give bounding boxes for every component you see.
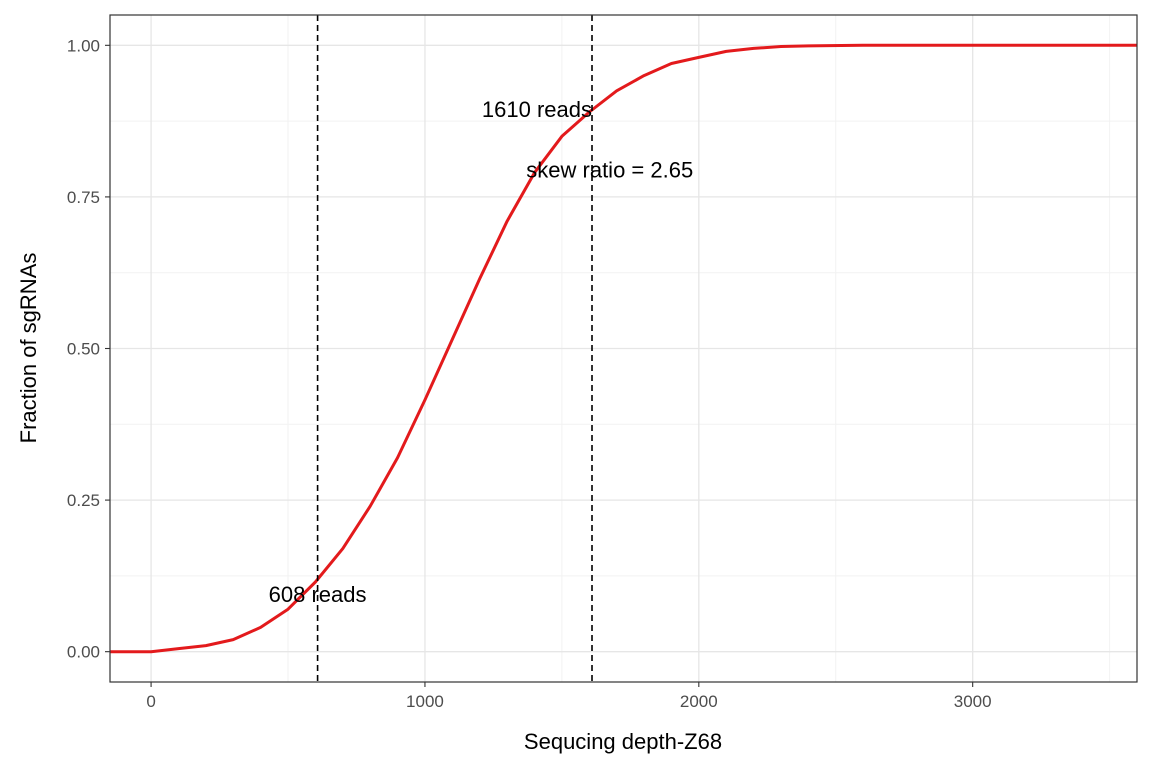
annotation-label: skew ratio = 2.65 — [526, 158, 693, 183]
y-tick-label: 0.25 — [67, 491, 100, 510]
y-tick-label: 1.00 — [67, 36, 100, 55]
x-axis-title: Sequcing depth-Z68 — [524, 729, 722, 754]
x-tick-label: 3000 — [954, 692, 992, 711]
x-tick-label: 1000 — [406, 692, 444, 711]
series-line — [110, 43, 1137, 654]
grid — [110, 15, 1137, 682]
y-tick-label: 0.50 — [67, 340, 100, 359]
annotation-label: 1610 reads — [482, 97, 592, 122]
annotation-label: 608 reads — [269, 582, 367, 607]
y-axis-title: Fraction of sgRNAs — [16, 253, 41, 444]
x-tick-label: 2000 — [680, 692, 718, 711]
plot-data — [110, 15, 1137, 682]
annotations: 608 reads 1610 reads skew ratio = 2.65 — [269, 97, 694, 607]
y-tick-label: 0.75 — [67, 188, 100, 207]
axes: 0 1000 2000 3000 0.00 0.25 0.50 0.75 1.00 — [67, 36, 992, 711]
y-tick-label: 0.00 — [67, 643, 100, 662]
x-tick-label: 0 — [146, 692, 155, 711]
